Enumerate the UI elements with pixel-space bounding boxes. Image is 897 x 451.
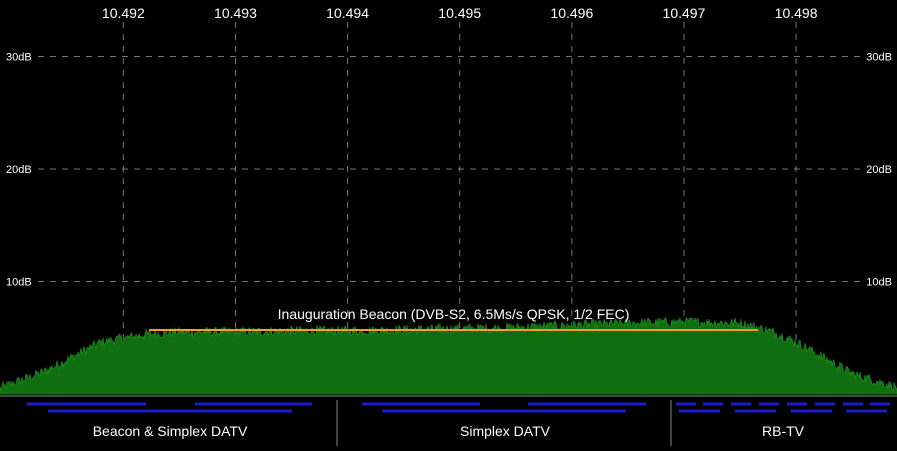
db-tick-label-right: 10dB [866, 277, 892, 289]
band-label-rbtv[interactable]: RB-TV [762, 423, 805, 439]
freq-tick-label: 10.493 [214, 5, 257, 21]
freq-tick-label: 10.498 [775, 5, 818, 21]
db-tick-label-left: 20dB [6, 164, 32, 176]
channel-markers [27, 402, 890, 413]
band-label-beacon-simplex[interactable]: Beacon & Simplex DATV [93, 423, 248, 439]
freq-tick-label: 10.495 [438, 5, 481, 21]
axis-label-layer: 10.492 10.493 10.494 10.495 10.496 10.497 10.4… [6, 5, 892, 289]
freq-tick-label: 10.496 [550, 5, 593, 21]
beacon-label: Inauguration Beacon (DVB-S2, 6.5Ms/s QPS… [278, 306, 630, 322]
db-tick-label-right: 30dB [866, 52, 892, 64]
freq-tick-label: 10.492 [102, 5, 145, 21]
freq-tick-label: 10.494 [326, 5, 369, 21]
freq-tick-label: 10.497 [663, 5, 706, 21]
band-label-simplex[interactable]: Simplex DATV [460, 423, 551, 439]
db-tick-label-left: 10dB [6, 277, 32, 289]
annotation-layer: Inauguration Beacon (DVB-S2, 6.5Ms/s QPS… [149, 306, 758, 331]
grid-layer [38, 22, 860, 394]
band-plan: Beacon & Simplex DATV Simplex DATV RB-TV [0, 395, 897, 446]
db-tick-label-left: 30dB [6, 52, 32, 64]
db-tick-label-right: 20dB [866, 164, 892, 176]
